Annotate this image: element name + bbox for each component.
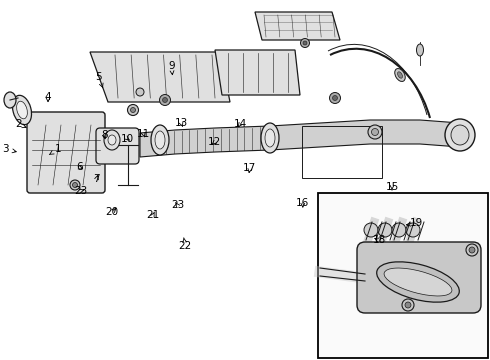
Text: 6: 6 <box>76 162 83 172</box>
Bar <box>302 126 382 178</box>
Text: 16: 16 <box>296 198 310 208</box>
Ellipse shape <box>104 130 120 150</box>
Ellipse shape <box>70 180 80 190</box>
Ellipse shape <box>466 244 478 256</box>
Text: 14: 14 <box>233 119 247 129</box>
Text: 21: 21 <box>146 210 160 220</box>
Text: 19: 19 <box>407 218 423 228</box>
Ellipse shape <box>378 223 392 237</box>
Text: 4: 4 <box>45 92 51 102</box>
Text: 23: 23 <box>171 200 184 210</box>
Text: 8: 8 <box>101 130 108 140</box>
Ellipse shape <box>17 101 27 119</box>
Text: 17: 17 <box>243 163 257 174</box>
Text: 9: 9 <box>168 60 175 75</box>
Text: 2: 2 <box>15 119 26 129</box>
Ellipse shape <box>405 302 411 308</box>
Ellipse shape <box>151 125 169 155</box>
Bar <box>318 193 488 358</box>
Ellipse shape <box>12 95 31 125</box>
Ellipse shape <box>333 95 338 100</box>
Ellipse shape <box>371 129 378 135</box>
Polygon shape <box>140 120 460 157</box>
Text: 12: 12 <box>208 137 221 147</box>
Ellipse shape <box>73 183 77 188</box>
Text: 13: 13 <box>174 118 188 128</box>
Ellipse shape <box>130 108 136 112</box>
Text: 20: 20 <box>105 207 118 217</box>
Text: 5: 5 <box>96 72 103 88</box>
Ellipse shape <box>261 123 279 153</box>
Ellipse shape <box>416 44 423 56</box>
Text: 18: 18 <box>373 235 387 246</box>
Ellipse shape <box>392 223 406 237</box>
Ellipse shape <box>300 39 310 48</box>
Ellipse shape <box>160 94 171 105</box>
Ellipse shape <box>329 93 341 104</box>
Ellipse shape <box>469 247 475 253</box>
Text: 23: 23 <box>74 186 88 196</box>
Ellipse shape <box>402 299 414 311</box>
Ellipse shape <box>108 135 116 145</box>
Ellipse shape <box>364 223 378 237</box>
Ellipse shape <box>451 125 469 145</box>
Ellipse shape <box>397 72 402 78</box>
Text: 7: 7 <box>93 174 100 184</box>
Ellipse shape <box>303 41 307 45</box>
Ellipse shape <box>155 131 165 149</box>
Ellipse shape <box>368 125 382 139</box>
Polygon shape <box>215 50 300 95</box>
Text: 10: 10 <box>121 134 134 144</box>
Text: 1: 1 <box>49 144 61 154</box>
FancyBboxPatch shape <box>27 112 105 193</box>
Ellipse shape <box>395 68 405 81</box>
FancyBboxPatch shape <box>96 128 139 164</box>
Ellipse shape <box>127 104 139 116</box>
Text: 11: 11 <box>137 129 150 139</box>
Text: 3: 3 <box>2 144 16 154</box>
Ellipse shape <box>265 129 275 147</box>
Ellipse shape <box>4 92 16 108</box>
Text: 15: 15 <box>385 182 399 192</box>
Ellipse shape <box>384 268 452 296</box>
Polygon shape <box>90 52 230 102</box>
Ellipse shape <box>163 98 168 103</box>
Polygon shape <box>255 12 340 40</box>
FancyBboxPatch shape <box>357 242 481 313</box>
Text: 22: 22 <box>178 238 192 251</box>
Ellipse shape <box>136 88 144 96</box>
Ellipse shape <box>377 262 459 302</box>
Ellipse shape <box>406 223 420 237</box>
Ellipse shape <box>445 119 475 151</box>
